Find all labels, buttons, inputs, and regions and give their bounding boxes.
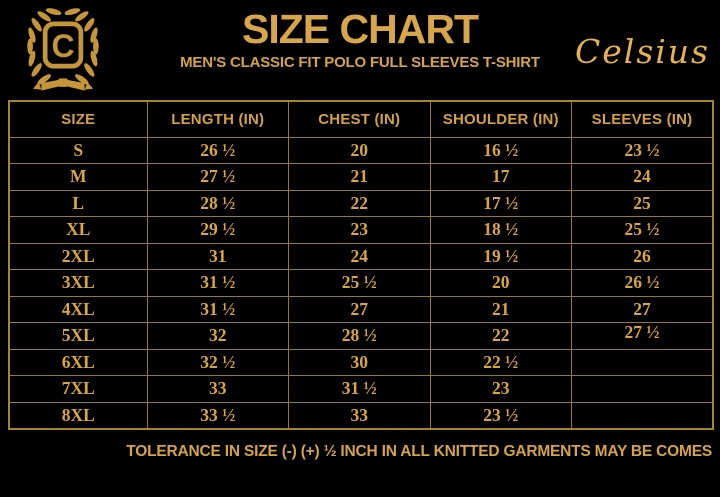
value-cell: 26 ½ [146, 136, 289, 164]
size-cell: S [8, 136, 148, 164]
value-cell: 30 [288, 348, 431, 376]
value-cell: 27 ½ [146, 163, 289, 191]
value-cell: 26 [571, 242, 714, 270]
value-cell: 25 ½ [571, 216, 714, 244]
value-cell [571, 348, 714, 376]
value-cell: 23 ½ [429, 401, 572, 429]
table-row: 6XL 32 ½ 30 22 ½ [8, 348, 714, 376]
value-cell: 32 ½ [146, 348, 289, 376]
value-cell: 25 ½ [288, 269, 431, 297]
value-cell: 31 ½ [146, 295, 289, 323]
value-cell: 26 ½ [571, 269, 714, 297]
value-cell: 21 [429, 295, 572, 323]
value-cell: 22 [429, 322, 572, 350]
value-cell: 20 [429, 269, 572, 297]
value-cell: 27 [288, 295, 431, 323]
table-row: 2XL 31 24 19 ½ 26 [8, 242, 714, 270]
value-cell: 27 [571, 295, 714, 323]
value-cell: 33 [288, 401, 431, 429]
column-header: SLEEVES (IN) [571, 100, 714, 138]
tolerance-note: TOLERANCE IN SIZE (-) (+) ½ INCH IN ALL … [126, 442, 712, 460]
table-row: 8XL 33 ½ 33 23 ½ [8, 401, 714, 429]
brand-wordmark: Celsius [574, 32, 710, 71]
size-cell: 4XL [8, 295, 148, 323]
value-cell: 32 [146, 322, 289, 350]
value-cell: 23 ½ [571, 136, 714, 164]
value-cell [571, 375, 714, 403]
value-cell: 24 [288, 242, 431, 270]
value-cell: 16 ½ [429, 136, 572, 164]
value-cell: 33 [146, 375, 289, 403]
size-cell: 2XL [8, 242, 148, 270]
column-header: SIZE [8, 100, 148, 138]
table-row: S 26 ½ 20 16 ½ 23 ½ [8, 136, 714, 164]
value-cell [571, 401, 714, 429]
header-row: SIZE LENGTH (IN) CHEST (IN) SHOULDER (IN) SL… [8, 100, 714, 138]
value-cell: 19 ½ [429, 242, 572, 270]
header: C SIZE CHART MEN'S CLASSIC FIT POLO FULL… [0, 0, 720, 98]
size-chart-table: SIZE LENGTH (IN) CHEST (IN) SHOULDER (IN) SL… [8, 100, 714, 430]
size-cell: 7XL [8, 375, 148, 403]
size-table-body: S 26 ½ 20 16 ½ 23 ½ M 27 ½ 21 17 24 L 28 ½ 22 17 ½ 25 X… [8, 136, 714, 429]
celsius-crest-logo: C [27, 8, 99, 91]
value-cell: 17 ½ [429, 189, 572, 217]
size-cell: L [8, 189, 148, 217]
size-table-head: SIZE LENGTH (IN) CHEST (IN) SHOULDER (IN) SL… [8, 100, 714, 138]
table-row: 4XL 31 ½ 27 21 27 [8, 295, 714, 323]
table-row: M 27 ½ 21 17 24 [8, 163, 714, 191]
value-cell: 31 [146, 242, 289, 270]
value-cell: 28 ½ [288, 322, 431, 350]
value-cell: 31 ½ [146, 269, 289, 297]
size-cell: 3XL [8, 269, 148, 297]
value-cell: 20 [288, 136, 431, 164]
table-row: 3XL 31 ½ 25 ½ 20 26 ½ [8, 269, 714, 297]
logo-letter: C [51, 28, 74, 64]
table-row: 5XL 32 28 ½ 22 27 ½ [8, 322, 714, 350]
size-cell: XL [8, 216, 148, 244]
value-cell: 27 ½ [571, 322, 714, 350]
value-cell: 23 [429, 375, 572, 403]
size-cell: 6XL [8, 348, 148, 376]
table-row: 7XL 33 31 ½ 23 [8, 375, 714, 403]
column-header: LENGTH (IN) [146, 100, 289, 138]
page-subtitle: MEN'S CLASSIC FIT POLO FULL SLEEVES T-SH… [180, 54, 540, 72]
table-row: XL 29 ½ 23 18 ½ 25 ½ [8, 216, 714, 244]
value-cell: 22 ½ [429, 348, 572, 376]
value-cell: 17 [429, 163, 572, 191]
table-row: L 28 ½ 22 17 ½ 25 [8, 189, 714, 217]
value-cell: 24 [571, 163, 714, 191]
column-header: CHEST (IN) [288, 100, 431, 138]
value-cell: 29 ½ [146, 216, 289, 244]
column-header: SHOULDER (IN) [429, 100, 572, 138]
size-cell: M [8, 163, 148, 191]
value-cell: 31 ½ [288, 375, 431, 403]
value-cell: 18 ½ [429, 216, 572, 244]
value-cell: 33 ½ [146, 401, 289, 429]
size-cell: 5XL [8, 322, 148, 350]
value-cell: 25 [571, 189, 714, 217]
value-cell: 23 [288, 216, 431, 244]
value-cell: 21 [288, 163, 431, 191]
value-cell: 22 [288, 189, 431, 217]
size-cell: 8XL [8, 401, 148, 429]
value-cell: 28 ½ [146, 189, 289, 217]
page-title: SIZE CHART [242, 6, 479, 52]
